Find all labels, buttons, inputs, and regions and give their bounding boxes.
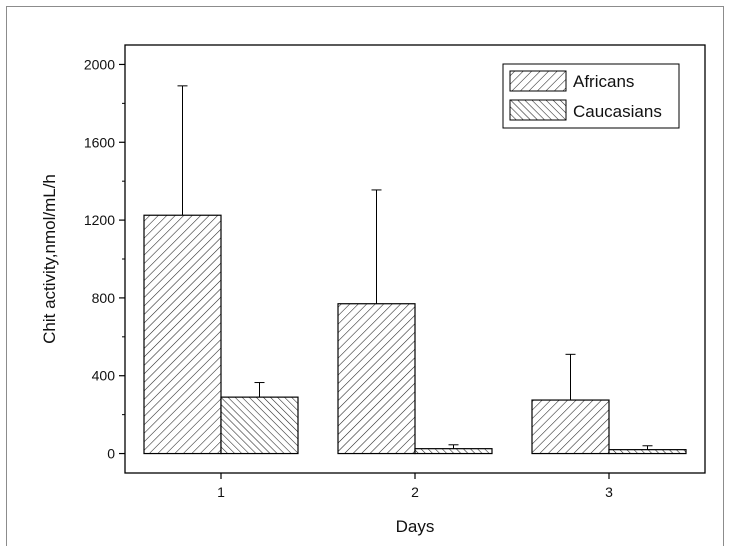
legend-swatch-caucasians xyxy=(509,99,567,121)
bar-caucasians-1 xyxy=(220,396,299,455)
x-tick-label: 1 xyxy=(217,484,225,500)
y-axis: 0 400 800 1200 1600 2000 xyxy=(84,56,125,462)
x-axis: 1 2 3 xyxy=(217,473,613,500)
error-bars-group xyxy=(177,85,653,450)
bar-africans-2 xyxy=(337,303,416,455)
bar-caucasians-3 xyxy=(608,449,687,455)
y-tick-label: 2000 xyxy=(84,56,115,72)
y-tick-label: 1200 xyxy=(84,212,115,228)
y-tick-label: 800 xyxy=(92,290,116,306)
y-tick-label: 1600 xyxy=(84,134,115,150)
bar-caucasians-2 xyxy=(414,448,493,455)
bar-africans-1 xyxy=(143,214,222,455)
legend-label-africans: Africans xyxy=(573,72,634,91)
legend: Africans Caucasians xyxy=(502,63,680,129)
x-tick-label: 3 xyxy=(605,484,613,500)
y-tick-label: 400 xyxy=(92,368,116,384)
figure-frame xyxy=(6,6,724,546)
bar-africans-3 xyxy=(531,399,610,455)
x-axis-title: Days xyxy=(396,517,435,536)
y-axis-title: Chit activity,nmol/mL/h xyxy=(40,174,59,344)
legend-swatch-africans xyxy=(509,70,567,92)
y-tick-label: 0 xyxy=(107,446,115,462)
x-tick-label: 2 xyxy=(411,484,419,500)
bars-group xyxy=(143,214,687,455)
legend-label-caucasians: Caucasians xyxy=(573,102,662,121)
